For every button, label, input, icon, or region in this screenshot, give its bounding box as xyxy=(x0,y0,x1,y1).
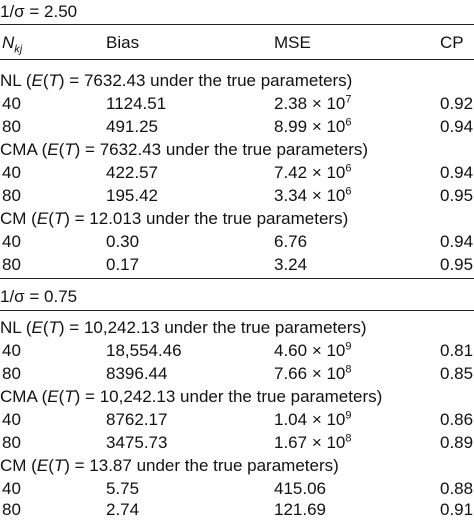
column-header-bias: Bias xyxy=(106,33,140,52)
section-rule xyxy=(0,310,474,311)
column-header-mse: MSE xyxy=(274,33,311,52)
section-rule xyxy=(0,24,474,25)
column-header-cp: CP xyxy=(440,33,464,52)
header-rule xyxy=(0,59,474,60)
section-rule xyxy=(0,278,474,279)
column-header-n: Nkj xyxy=(2,33,23,56)
